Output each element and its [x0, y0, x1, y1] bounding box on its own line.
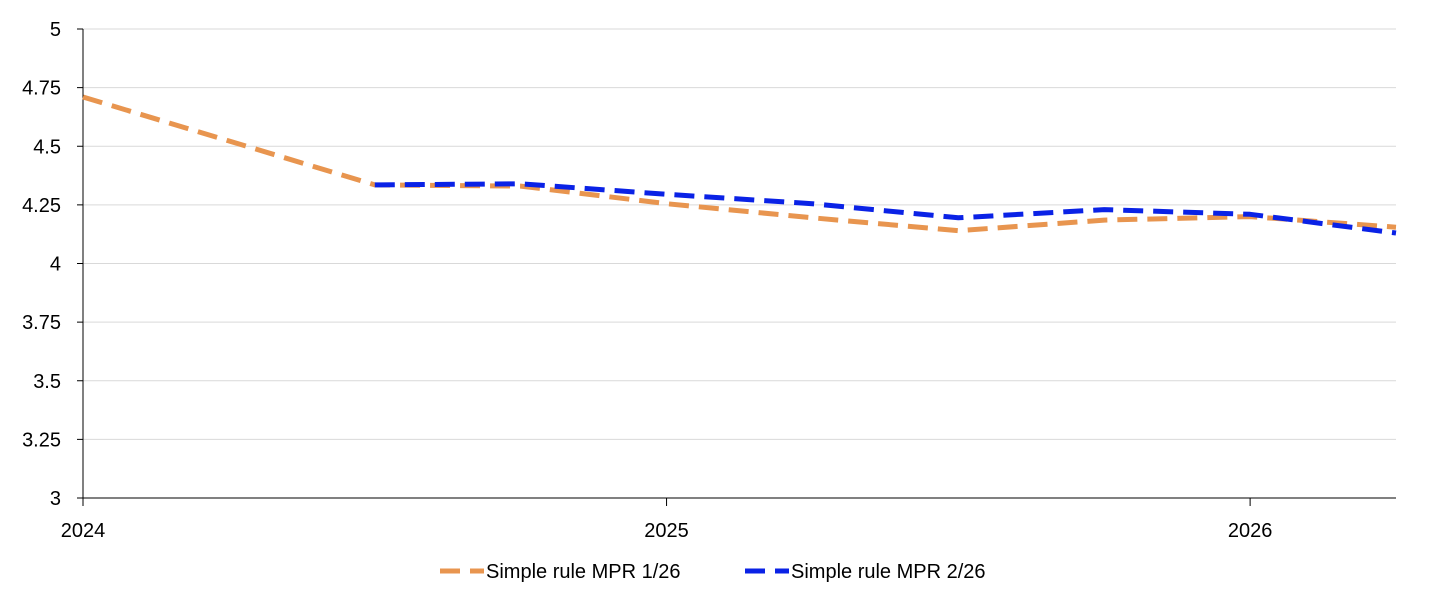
y-tick-label: 5	[50, 19, 61, 41]
y-tick-label: 4	[50, 254, 61, 276]
y-tick-label: 3.75	[22, 312, 61, 334]
x-tick-label: 2025	[644, 520, 689, 542]
y-tick-label: 3	[50, 488, 61, 510]
y-tick-label: 4.25	[22, 195, 61, 217]
series-lines	[82, 94, 1397, 236]
axes: 3 3.25 3.5 3.75 4 4.25 4.5 4.75 5 2024 2025 2026	[22, 19, 1396, 542]
gridlines	[83, 28, 1396, 440]
y-tick-label: 4.5	[33, 136, 61, 158]
legend: Simple rule MPR 1/26 Simple rule MPR 2/26	[440, 561, 986, 583]
x-tick-label: 2026	[1228, 520, 1273, 542]
y-tick-label: 3.5	[33, 371, 61, 393]
legend-label-2: Simple rule MPR 2/26	[791, 561, 986, 583]
legend-label-1: Simple rule MPR 1/26	[486, 561, 681, 583]
y-tick-label: 4.75	[22, 78, 61, 100]
x-tick-label: 2024	[61, 520, 106, 542]
series-line-2	[374, 181, 1397, 236]
y-tick-label: 3.25	[22, 429, 61, 451]
